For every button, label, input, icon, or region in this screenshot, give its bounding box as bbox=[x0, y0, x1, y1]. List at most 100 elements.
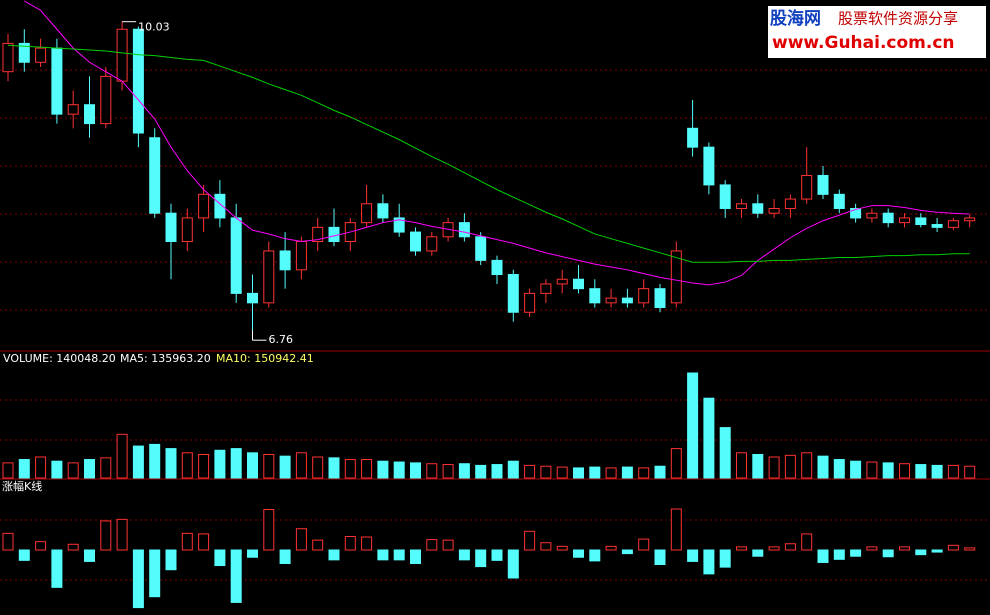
volume-bar bbox=[768, 456, 780, 479]
volume-bar bbox=[410, 462, 421, 479]
change-bar bbox=[687, 549, 699, 562]
change-bar bbox=[801, 533, 813, 551]
candle-body bbox=[35, 47, 47, 63]
volume-bar bbox=[426, 463, 438, 479]
candle-body bbox=[719, 184, 731, 209]
change-bar bbox=[247, 549, 258, 558]
candle-body bbox=[458, 222, 470, 238]
candle-body bbox=[132, 28, 144, 134]
change-bar bbox=[915, 549, 927, 556]
change-bar bbox=[328, 549, 340, 561]
candle-body bbox=[410, 231, 421, 252]
volume-bar bbox=[899, 463, 910, 479]
volume-bar bbox=[801, 452, 813, 479]
candle-body bbox=[247, 292, 258, 304]
volume-bar bbox=[393, 461, 405, 479]
candle-body bbox=[768, 207, 780, 214]
volume-bar bbox=[703, 397, 715, 479]
candle-body bbox=[393, 217, 405, 233]
volume-bar bbox=[377, 460, 389, 479]
change-bar bbox=[556, 545, 568, 551]
change-bar bbox=[344, 535, 356, 551]
candle-body bbox=[833, 193, 845, 209]
volume-ma10: MA10: 150942.41 bbox=[216, 352, 314, 365]
change-bar bbox=[442, 539, 454, 551]
volume-bar bbox=[507, 460, 519, 479]
logo-url: www.Guhai.com.cn bbox=[772, 33, 955, 53]
change-bar bbox=[426, 539, 438, 551]
change-bar bbox=[605, 545, 617, 551]
change-bar bbox=[51, 549, 63, 588]
volume-bar bbox=[442, 464, 454, 479]
volume-bar bbox=[35, 456, 47, 479]
change-bar bbox=[752, 549, 764, 557]
candle-body bbox=[149, 137, 161, 214]
candle-body bbox=[295, 241, 307, 271]
volume-bar bbox=[931, 464, 943, 479]
candle-body bbox=[361, 203, 373, 224]
volume-bar bbox=[116, 433, 128, 479]
candle-body bbox=[556, 278, 568, 285]
change-bar bbox=[866, 546, 878, 551]
min-annotation: 6.76 bbox=[269, 333, 294, 346]
candle-body bbox=[784, 198, 796, 209]
change-bar bbox=[931, 549, 943, 553]
candle-body bbox=[263, 250, 275, 304]
volume-bar bbox=[198, 453, 210, 479]
change-bar bbox=[67, 543, 79, 551]
change-bar bbox=[116, 518, 128, 551]
change-bar bbox=[263, 509, 275, 551]
change-bar bbox=[670, 508, 682, 551]
change-bar bbox=[589, 549, 601, 562]
volume-bar bbox=[833, 459, 845, 479]
volume-bar bbox=[51, 460, 63, 479]
volume-bar bbox=[736, 452, 747, 479]
logo-name: 股海网 bbox=[770, 8, 821, 29]
change-bar bbox=[84, 549, 95, 562]
candle-body bbox=[964, 217, 976, 222]
volume-bar bbox=[850, 460, 862, 479]
change-bar bbox=[491, 549, 503, 561]
change-bar bbox=[100, 520, 112, 551]
candle-body bbox=[116, 28, 128, 82]
volume-bar bbox=[279, 455, 291, 479]
volume-bar bbox=[230, 448, 242, 479]
volume-bar bbox=[132, 445, 144, 479]
volume-bar bbox=[458, 463, 470, 479]
candle-body bbox=[670, 250, 682, 304]
change-bar bbox=[230, 549, 242, 603]
volume-bar bbox=[328, 457, 340, 479]
change-bar bbox=[198, 533, 210, 551]
change-bar bbox=[964, 547, 976, 551]
volume-bar bbox=[18, 459, 30, 479]
volume-bar bbox=[540, 465, 552, 479]
grid bbox=[0, 69, 990, 581]
volume-bar bbox=[263, 453, 275, 479]
candle-body bbox=[165, 212, 177, 243]
candle-body bbox=[491, 259, 503, 276]
candle-body bbox=[931, 224, 943, 228]
candle-body bbox=[654, 288, 666, 309]
candle-body bbox=[214, 193, 226, 219]
change-bar bbox=[181, 532, 193, 551]
change-bar bbox=[18, 549, 30, 561]
change-bar bbox=[475, 549, 487, 568]
candle-body bbox=[947, 220, 959, 228]
change-bar bbox=[295, 528, 307, 551]
change-bar bbox=[214, 549, 226, 567]
candle-body bbox=[67, 104, 79, 115]
volume-bar bbox=[312, 456, 324, 479]
logo-slogan: 股票软件资源分享 bbox=[838, 10, 958, 28]
change-bar bbox=[638, 538, 650, 551]
volume-bar bbox=[84, 459, 95, 479]
candle-body bbox=[752, 203, 764, 214]
candle-body bbox=[181, 217, 193, 243]
candle-body bbox=[230, 217, 242, 294]
volume-bar bbox=[882, 462, 894, 479]
candle-body bbox=[507, 274, 519, 313]
change-bar bbox=[703, 549, 715, 575]
candle-body bbox=[899, 217, 910, 224]
candle-body bbox=[377, 203, 389, 219]
volume-bar bbox=[165, 448, 177, 479]
candle-body bbox=[475, 236, 487, 261]
